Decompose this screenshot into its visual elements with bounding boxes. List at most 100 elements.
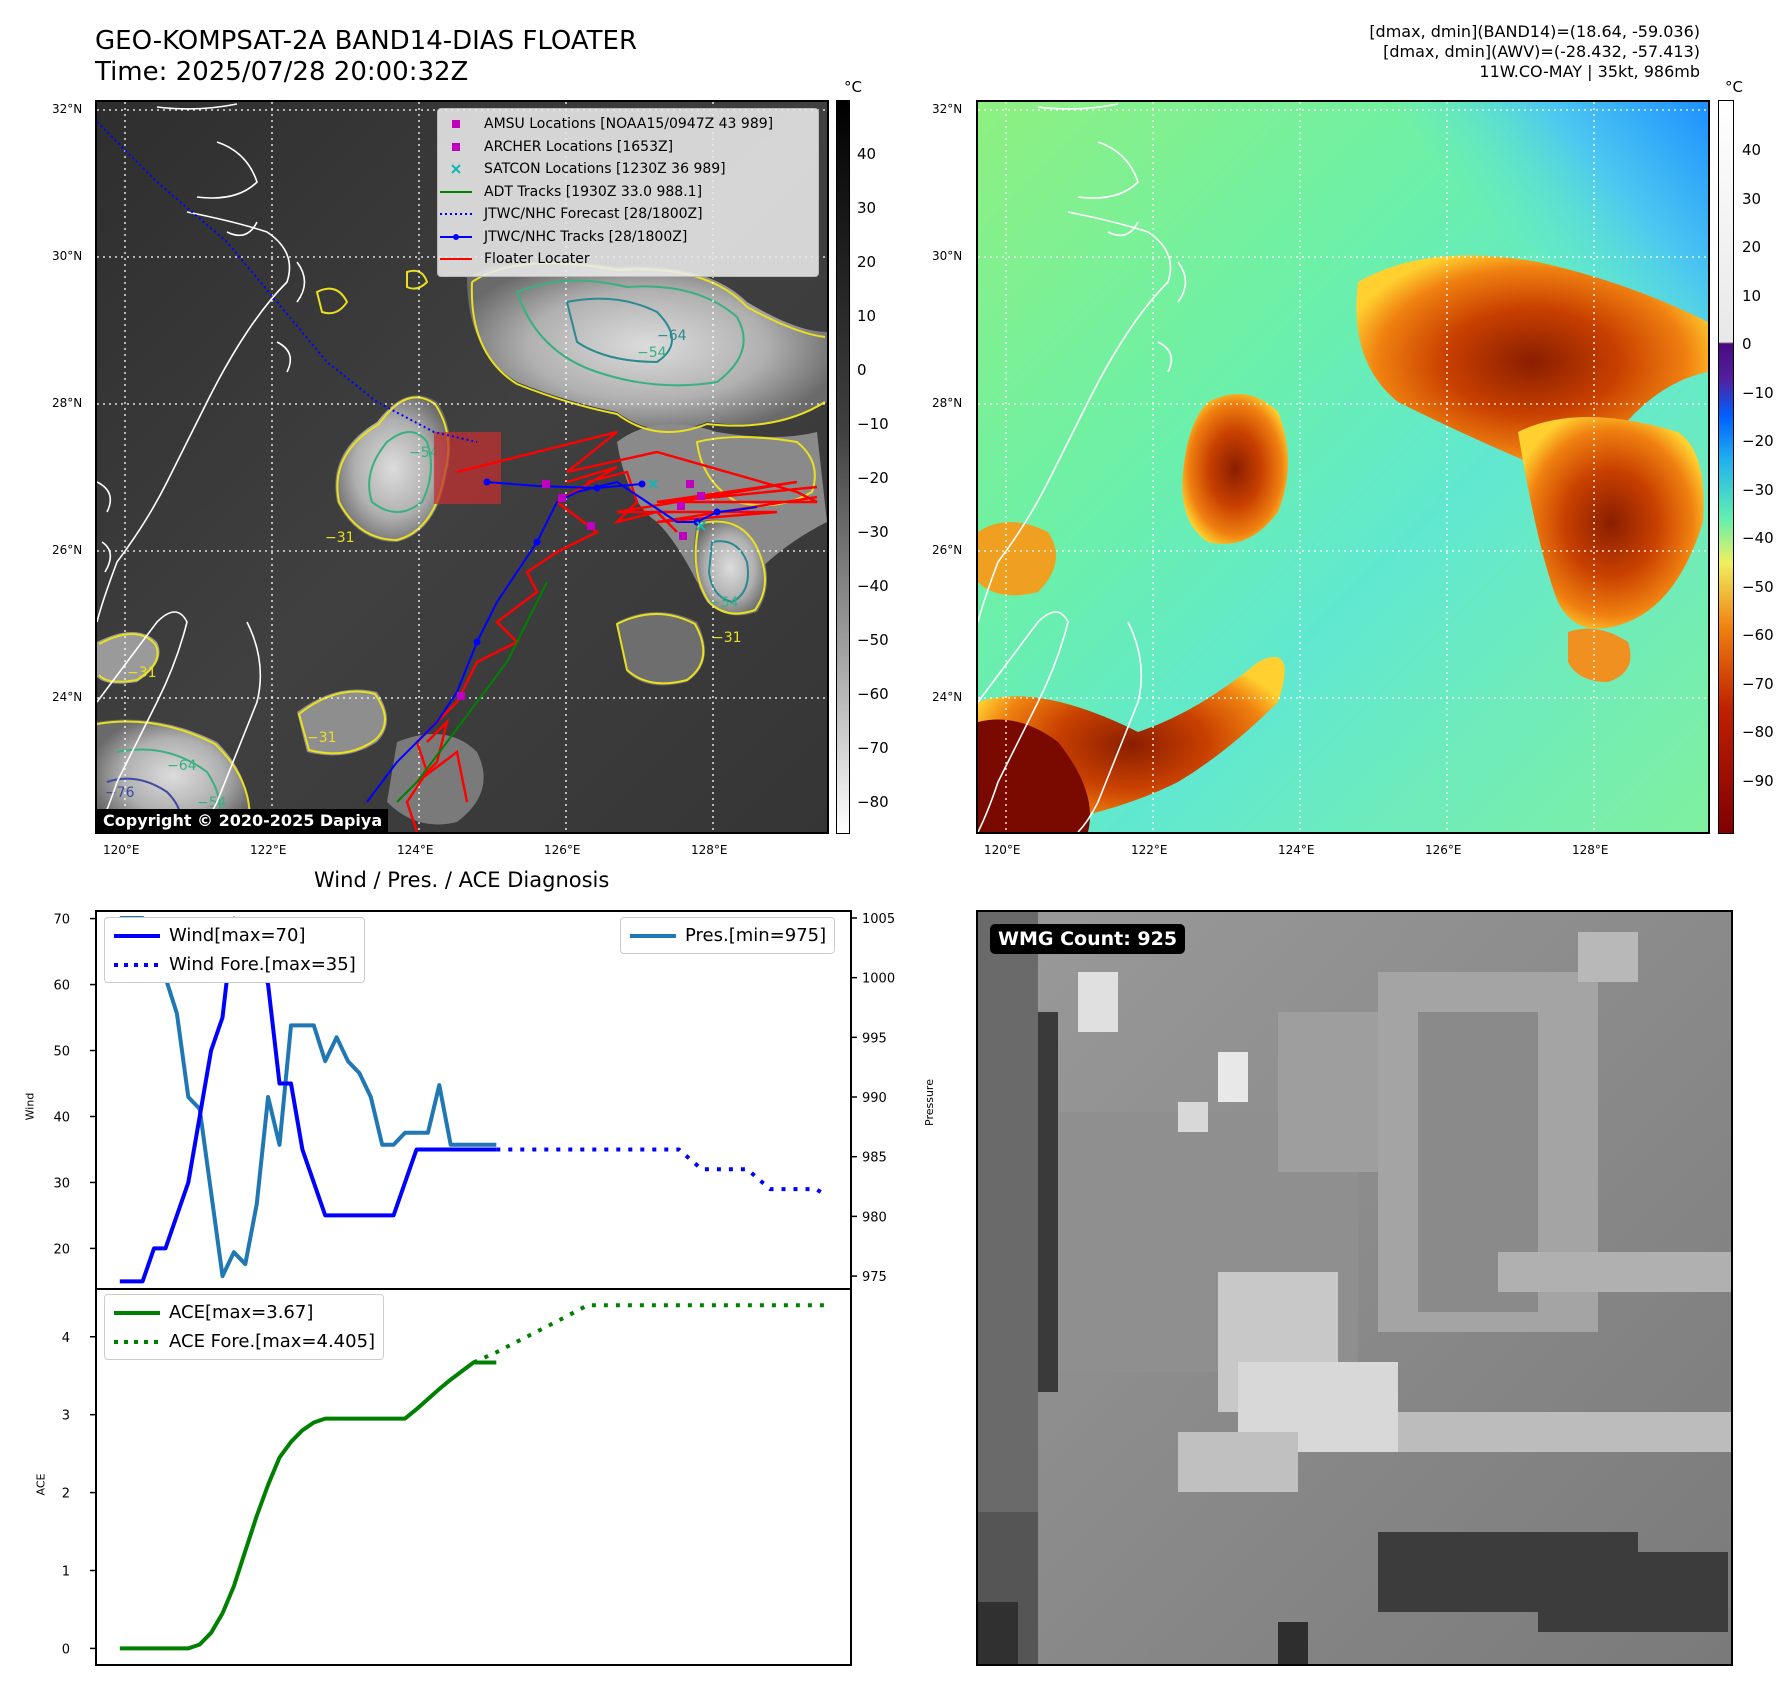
colorbar-tick-label: 30	[857, 199, 877, 217]
axis-tick-label: 70	[53, 913, 70, 928]
axis-tick-label: 980	[862, 1210, 887, 1225]
figure-title: GEO-KOMPSAT-2A BAND14-DIAS FLOATER Time:…	[95, 26, 637, 88]
legend-label: Floater Locater	[484, 251, 590, 268]
wv-colorbar	[1718, 100, 1734, 834]
colorbar-tick-label: −70	[857, 739, 889, 757]
wv-map-panel	[976, 100, 1710, 834]
contour-label: −54	[637, 345, 667, 361]
wmg-panel: WMG Count: 925	[976, 910, 1733, 1666]
lon-label: 126°E	[1425, 843, 1462, 857]
colorbar-tick-label: −10	[1742, 383, 1774, 402]
colorbar-tick-label: −80	[1742, 723, 1774, 741]
lon-label: 120°E	[984, 843, 1021, 857]
axis-tick-label: 990	[862, 1091, 887, 1106]
coastlines	[97, 103, 306, 832]
title-line-1: GEO-KOMPSAT-2A BAND14-DIAS FLOATER	[95, 26, 638, 56]
steelblue-line-icon	[629, 933, 677, 939]
axis-tick-label: 3	[62, 1409, 70, 1424]
wmg-count-badge: WMG Count: 925	[990, 924, 1186, 954]
copyright-label: Copyright © 2020-2025 Dapiya	[97, 809, 389, 832]
legend-item-floater: Floater Locater	[438, 248, 818, 271]
contour-label: −31	[325, 530, 355, 546]
axis-tick-label: 4	[62, 1331, 70, 1346]
wv-coastlines	[978, 103, 1187, 832]
legend-item-jtwc-forecast: JTWC/NHC Forecast [28/1800Z]	[438, 203, 818, 226]
contour-labels: −54 −31 −54 −64 −31 −54 −31 −64 −54 −31 …	[105, 328, 742, 811]
wv-map-image	[978, 102, 1708, 832]
lon-label: 120°E	[103, 843, 140, 857]
axis-tick-label: 1000	[862, 972, 895, 987]
colorbar-tick-label: −20	[857, 469, 889, 487]
blue-dotted-line-icon	[438, 212, 474, 216]
legend-item-archer: ARCHER Locations [1653Z]	[438, 136, 818, 159]
lat-label: 26°N	[52, 543, 83, 557]
lat-label: 24°N	[52, 690, 83, 704]
lat-label: 30°N	[932, 249, 963, 263]
magenta-square-icon	[438, 120, 474, 129]
legend-item-amsu: AMSU Locations [NOAA15/0947Z 43 989]	[438, 113, 818, 136]
axis-tick-label: 985	[862, 1151, 887, 1166]
axis-tick-label: 60	[53, 979, 70, 994]
colorbar-tick-label: 10	[857, 307, 877, 325]
axis-tick-label: 995	[862, 1031, 887, 1046]
ir-colorbar-unit: °C	[844, 78, 862, 96]
lon-label: 128°E	[1572, 843, 1609, 857]
colorbar-tick-label: 0	[1742, 335, 1752, 353]
colorbar-tick-label: −50	[1742, 577, 1774, 596]
colorbar-tick-label: −40	[1742, 529, 1774, 547]
lat-label: 26°N	[932, 543, 963, 557]
contour-label: −64	[657, 328, 687, 344]
contour-label: −54	[709, 595, 739, 611]
blue-line-dot-icon	[438, 233, 474, 241]
contour-label: −31	[307, 730, 337, 746]
legend-item-satcon: SATCON Locations [1230Z 36 989]	[438, 158, 818, 181]
magenta-square-icon	[438, 142, 474, 151]
floater-locater-tracks	[405, 430, 818, 832]
legend-item-wind-fore: Wind Fore.[max=35]	[105, 950, 364, 979]
lat-label: 32°N	[52, 102, 83, 116]
ace-legend: ACE[max=3.67] ACE Fore.[max=4.405]	[104, 1294, 385, 1360]
colorbar-tick-label: −30	[1742, 480, 1774, 499]
amsu-archer-markers	[457, 480, 705, 700]
green-line-icon	[438, 190, 474, 194]
axis-tick-label: 20	[53, 1242, 70, 1257]
wind-axis-label: Wind	[23, 1092, 37, 1121]
colorbar-tick-label: −90	[1742, 771, 1774, 790]
colorbar-tick-label: −60	[857, 685, 889, 703]
lon-label: 122°E	[250, 843, 287, 857]
colorbar-tick-label: −70	[1742, 674, 1774, 693]
legend-label: ACE Fore.[max=4.405]	[169, 1331, 376, 1352]
storm-info: [dmax, dmin](BAND14)=(18.64, -59.036) [d…	[1369, 22, 1700, 82]
lon-label: 126°E	[544, 843, 581, 857]
diag-ace-panel	[95, 1288, 852, 1666]
wv-colorbar-unit: °C	[1725, 78, 1743, 96]
ir-map-panel: −54 −31 −54 −64 −31 −54 −31 −64 −54 −31 …	[95, 100, 829, 834]
diag-title: Wind / Pres. / ACE Diagnosis	[314, 868, 610, 892]
legend-label: AMSU Locations [NOAA15/0947Z 43 989]	[484, 116, 774, 133]
legend-item-pressure: Pres.[min=975]	[621, 921, 834, 950]
axis-tick-label: 1005	[862, 912, 895, 927]
colorbar-tick-label: 0	[857, 361, 867, 379]
blue-dotted-line-icon	[113, 962, 161, 968]
info-line-1: [dmax, dmin](BAND14)=(18.64, -59.036)	[1369, 22, 1700, 41]
legend-item-wind: Wind[max=70]	[105, 921, 364, 950]
colorbar-tick-label: −20	[1742, 432, 1774, 450]
legend-label: Wind Fore.[max=35]	[169, 954, 356, 975]
legend-label: ARCHER Locations [1653Z]	[484, 138, 674, 155]
legend-item-ace: ACE[max=3.67]	[105, 1298, 383, 1327]
colorbar-tick-label: −40	[857, 577, 889, 595]
legend-label: ADT Tracks [1930Z 33.0 988.1]	[484, 183, 703, 200]
legend-label: Pres.[min=975]	[685, 925, 827, 946]
axis-tick-label: 975	[862, 1270, 887, 1285]
info-line-3: 11W.CO-MAY | 35kt, 986mb	[1479, 62, 1700, 81]
ir-colorbar	[836, 100, 850, 834]
lat-label: 28°N	[52, 396, 83, 410]
lat-label: 32°N	[932, 102, 963, 116]
contour-label: −54	[197, 795, 227, 811]
colorbar-tick-label: −10	[857, 415, 889, 433]
satcon-markers	[648, 479, 706, 531]
lat-label: 24°N	[932, 690, 963, 704]
lon-label: 124°E	[1278, 843, 1315, 857]
colorbar-tick-label: 20	[1742, 238, 1762, 256]
legend-label: SATCON Locations [1230Z 36 989]	[484, 161, 726, 178]
